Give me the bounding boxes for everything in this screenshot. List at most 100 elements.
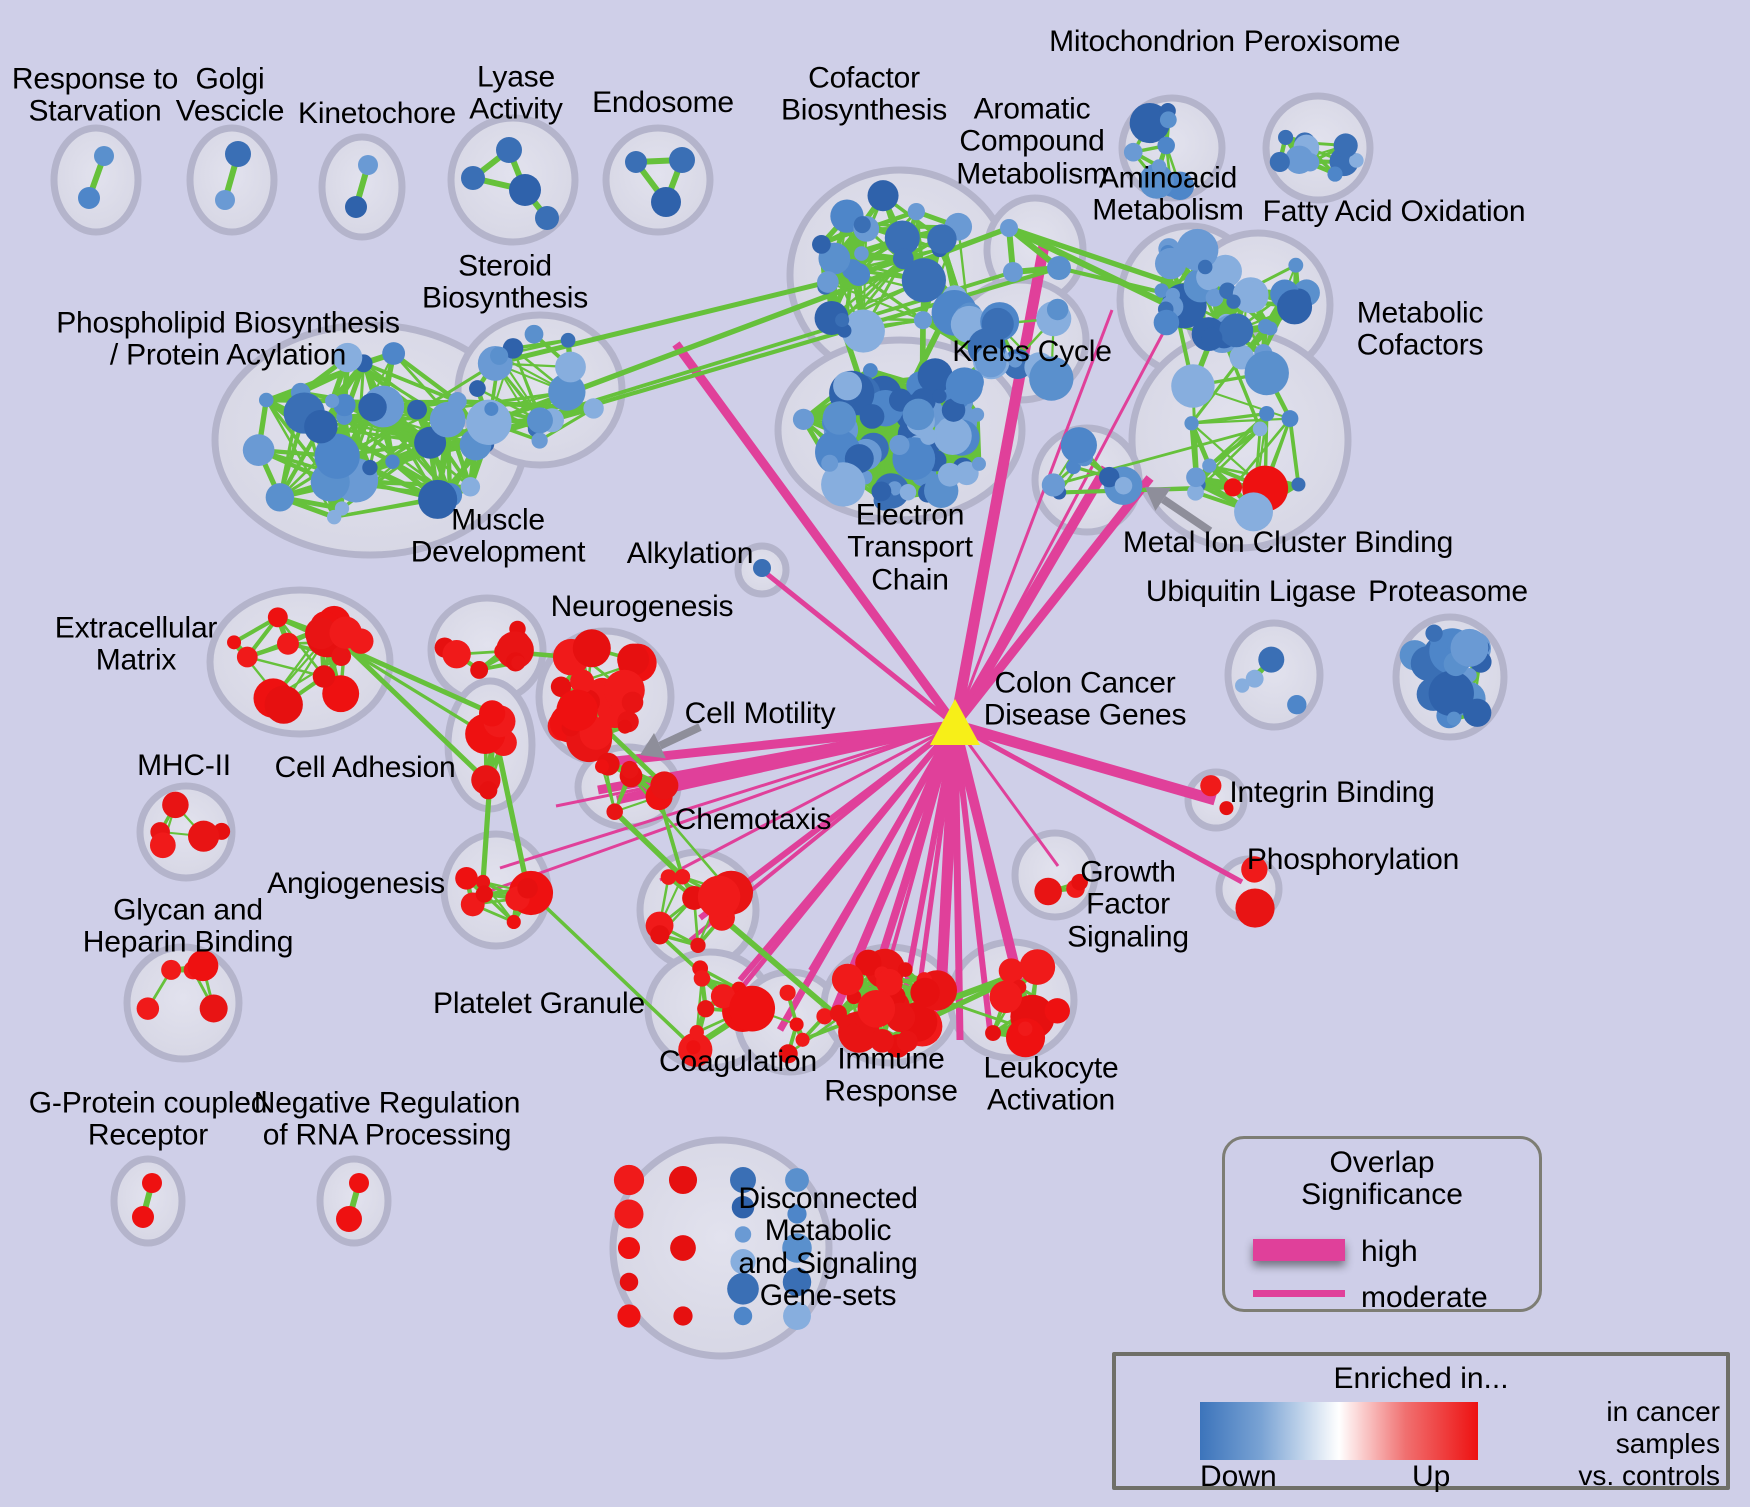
gene-set-node[interactable] bbox=[276, 632, 299, 655]
gene-set-node[interactable] bbox=[1000, 219, 1018, 237]
gene-set-node[interactable] bbox=[920, 428, 937, 445]
gene-set-node[interactable] bbox=[1044, 998, 1070, 1024]
gene-set-node[interactable] bbox=[1281, 410, 1299, 428]
gene-set-node[interactable] bbox=[407, 399, 427, 420]
gene-set-node[interactable] bbox=[502, 338, 524, 359]
gene-set-node[interactable] bbox=[937, 462, 962, 487]
gene-set-node[interactable] bbox=[847, 263, 871, 286]
gene-set-node[interactable] bbox=[1154, 283, 1169, 298]
gene-set-node[interactable] bbox=[889, 434, 910, 456]
gene-set-node[interactable] bbox=[853, 216, 871, 234]
gene-set-node[interactable] bbox=[901, 258, 947, 303]
gene-set-node[interactable] bbox=[1159, 111, 1177, 129]
gene-set-node[interactable] bbox=[136, 997, 160, 1020]
gene-set-node[interactable] bbox=[1425, 624, 1443, 642]
gene-set-node[interactable] bbox=[892, 248, 914, 270]
gene-set-node[interactable] bbox=[1029, 356, 1074, 401]
gene-set-node[interactable] bbox=[729, 985, 776, 1032]
gene-set-node[interactable] bbox=[1005, 1018, 1046, 1058]
gene-set-node[interactable] bbox=[1099, 466, 1120, 488]
gene-set-node[interactable] bbox=[897, 962, 913, 977]
gene-set-node[interactable] bbox=[556, 689, 598, 732]
gene-set-node[interactable] bbox=[535, 206, 559, 230]
gene-set-node[interactable] bbox=[795, 1032, 810, 1047]
gene-set-node[interactable] bbox=[526, 407, 553, 434]
gene-set-node[interactable] bbox=[792, 408, 815, 430]
gene-set-node[interactable] bbox=[1223, 478, 1243, 497]
gene-set-node[interactable] bbox=[225, 141, 251, 167]
gene-set-node[interactable] bbox=[1287, 695, 1307, 715]
gene-set-node[interactable] bbox=[382, 342, 406, 365]
gene-set-node[interactable] bbox=[876, 968, 903, 996]
gene-set-node[interactable] bbox=[312, 665, 336, 688]
gene-set-node[interactable] bbox=[870, 1029, 894, 1053]
gene-set-node[interactable] bbox=[188, 820, 220, 852]
gene-set-node[interactable] bbox=[625, 151, 647, 173]
gene-set-node[interactable] bbox=[1151, 159, 1167, 174]
gene-set-node[interactable] bbox=[1327, 166, 1343, 182]
gene-set-node[interactable] bbox=[829, 1004, 847, 1022]
gene-set-node[interactable] bbox=[1071, 873, 1088, 891]
gene-set-node[interactable] bbox=[1041, 473, 1066, 497]
gene-set-node[interactable] bbox=[1060, 427, 1097, 464]
hub-node-layer[interactable] bbox=[930, 699, 980, 745]
gene-set-node[interactable] bbox=[731, 1195, 755, 1219]
gene-set-node[interactable] bbox=[606, 803, 623, 820]
gene-set-node[interactable] bbox=[1129, 102, 1170, 144]
gene-set-node[interactable] bbox=[932, 389, 947, 404]
gene-set-node[interactable] bbox=[730, 1249, 756, 1275]
gene-set-node[interactable] bbox=[1202, 458, 1217, 473]
gene-set-node[interactable] bbox=[855, 949, 882, 976]
gene-set-node[interactable] bbox=[614, 1199, 644, 1229]
gene-set-node[interactable] bbox=[524, 324, 544, 344]
gene-set-node[interactable] bbox=[727, 1272, 759, 1305]
gene-set-node[interactable] bbox=[782, 1267, 812, 1297]
gene-set-node[interactable] bbox=[985, 1025, 1001, 1042]
gene-set-node[interactable] bbox=[670, 1235, 696, 1261]
gene-set-node[interactable] bbox=[490, 346, 509, 365]
gene-set-node[interactable] bbox=[570, 669, 595, 694]
gene-set-node[interactable] bbox=[1226, 294, 1241, 309]
gene-set-node[interactable] bbox=[617, 1304, 641, 1328]
gene-set-node[interactable] bbox=[1153, 309, 1180, 336]
gene-set-node[interactable] bbox=[1123, 142, 1143, 162]
gene-set-node[interactable] bbox=[161, 959, 182, 980]
gene-set-node[interactable] bbox=[857, 989, 896, 1028]
gene-set-node[interactable] bbox=[1234, 492, 1274, 532]
gene-set-node[interactable] bbox=[349, 1173, 369, 1193]
gene-set-node[interactable] bbox=[442, 640, 471, 669]
gene-set-node[interactable] bbox=[1219, 801, 1234, 816]
gene-set-node[interactable] bbox=[358, 392, 387, 422]
gene-set-node[interactable] bbox=[697, 1000, 715, 1018]
gene-set-node[interactable] bbox=[907, 202, 925, 221]
gene-set-node[interactable] bbox=[264, 685, 303, 724]
gene-set-node[interactable] bbox=[1258, 646, 1285, 673]
gene-set-node[interactable] bbox=[215, 190, 235, 210]
gene-set-node[interactable] bbox=[787, 1204, 807, 1224]
gene-set-node[interactable] bbox=[236, 646, 258, 668]
gene-set-node[interactable] bbox=[835, 313, 850, 328]
gene-set-node[interactable] bbox=[332, 342, 363, 373]
gene-set-node[interactable] bbox=[821, 454, 839, 472]
hub-node-colon-cancer-disease-genes[interactable] bbox=[930, 699, 980, 745]
gene-set-node[interactable] bbox=[94, 146, 114, 166]
gene-set-node[interactable] bbox=[650, 771, 679, 800]
gene-set-node[interactable] bbox=[971, 456, 986, 471]
gene-set-node[interactable] bbox=[1114, 476, 1133, 495]
gene-set-node[interactable] bbox=[1291, 477, 1306, 492]
gene-set-node[interactable] bbox=[362, 459, 378, 476]
gene-set-node[interactable] bbox=[730, 1167, 756, 1193]
gene-set-node[interactable] bbox=[958, 369, 984, 395]
gene-set-node[interactable] bbox=[258, 392, 274, 408]
gene-set-node[interactable] bbox=[595, 759, 610, 774]
gene-set-node[interactable] bbox=[884, 220, 920, 256]
gene-set-node[interactable] bbox=[817, 271, 839, 293]
gene-set-node[interactable] bbox=[913, 311, 933, 330]
gene-set-node[interactable] bbox=[132, 1206, 154, 1228]
gene-set-node[interactable] bbox=[1450, 628, 1489, 667]
gene-set-node[interactable] bbox=[267, 607, 288, 628]
gene-set-node[interactable] bbox=[305, 617, 338, 650]
gene-set-node[interactable] bbox=[1034, 877, 1062, 906]
gene-set-node[interactable] bbox=[1349, 153, 1364, 168]
gene-set-node[interactable] bbox=[475, 874, 491, 890]
